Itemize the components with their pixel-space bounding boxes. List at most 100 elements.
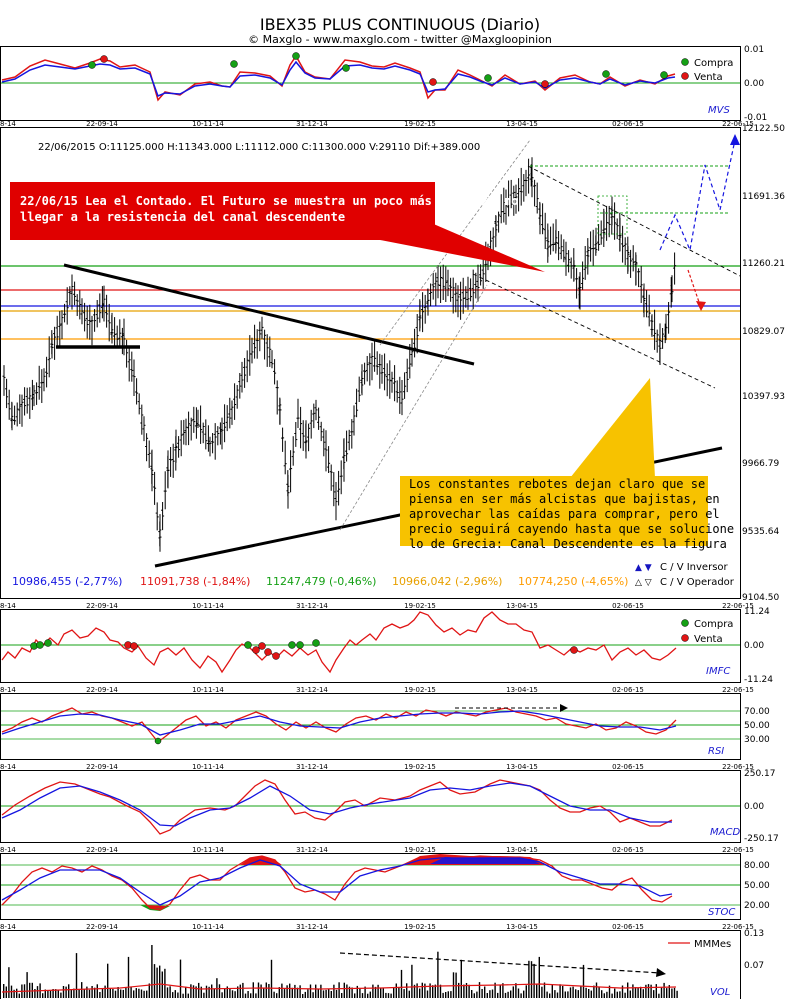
date-tick-label: 22-06-15	[722, 120, 754, 128]
stoc-panel	[0, 853, 741, 920]
volume-bar	[122, 989, 124, 998]
date-tick-label: 19-02-15	[404, 120, 436, 128]
imfc-content: Compra Venta IMFC 11.24 0.00 -11.24	[1, 607, 773, 685]
volume-bar	[437, 951, 439, 998]
volume-bar	[260, 984, 262, 998]
volume-bar	[338, 982, 340, 998]
volume-bar	[494, 982, 496, 998]
volume-bar	[36, 986, 39, 998]
volume-bar	[153, 964, 156, 998]
volume-bar	[109, 988, 111, 998]
imfc-venta-dot	[272, 652, 280, 660]
volume-bar	[120, 989, 122, 998]
red-callout-line: llegar a la resistencia del canal descen…	[20, 210, 345, 224]
volume-bar	[556, 992, 559, 998]
price-panel	[0, 127, 741, 599]
volume-bar	[138, 988, 140, 998]
imfc-compra-dot	[296, 641, 304, 649]
vol-trend-line	[339, 952, 661, 974]
volume-bar	[34, 989, 36, 998]
mvs-content: Compra Venta MVS 0.01 0.00 -0.01	[1, 45, 767, 123]
volume-bar	[603, 993, 605, 998]
trendline-triangle-top	[63, 263, 475, 366]
volume-bar	[159, 965, 161, 998]
volume-bar	[169, 986, 171, 998]
volume-bar	[608, 985, 611, 998]
date-tick-label: 02-06-15	[612, 763, 644, 771]
mvs-compra-dot	[88, 61, 96, 69]
volume-bar	[143, 990, 145, 998]
volume-bar	[224, 988, 226, 998]
volume-bar	[538, 956, 540, 998]
mvs-venta-dot	[681, 72, 689, 80]
volume-bar	[18, 993, 20, 998]
volume-bar	[65, 986, 67, 998]
date-tick-label: 13-04-15	[506, 763, 538, 771]
volume-bar	[642, 989, 644, 998]
volume-bar	[517, 988, 520, 998]
volume-bar	[44, 989, 46, 998]
volume-bar	[151, 945, 153, 998]
volume-bar	[195, 986, 197, 998]
red-callout-box	[10, 182, 435, 240]
volume-bar	[296, 987, 299, 998]
volume-bar	[231, 990, 234, 998]
yellow-callout-line: lo de Grecia: Canal Descendente es la fi…	[409, 537, 727, 551]
mvs-line-red	[1, 54, 676, 102]
volume-bar	[172, 992, 174, 998]
volume-bar	[476, 991, 478, 998]
imfc-venta-dot	[252, 646, 260, 654]
volume-bar	[473, 993, 475, 998]
panel-frames	[0, 46, 741, 999]
date-tick-label: 22-09-14	[86, 923, 118, 931]
volume-bar	[60, 992, 62, 998]
date-tick-label: 19-02-15	[404, 686, 436, 694]
volume-bar	[434, 984, 436, 998]
volume-bar	[200, 986, 202, 998]
vol-content: MMMes VOL 0.13 0.07	[1, 929, 764, 998]
mvs-venta-dot	[100, 55, 108, 63]
rsi-indicator-name: RSI	[708, 746, 724, 757]
volume-bar	[265, 982, 267, 998]
volume-bar	[653, 990, 655, 998]
volume-bar	[606, 991, 608, 998]
volume-bar	[276, 993, 278, 998]
imfc-compra-dot	[244, 641, 252, 649]
date-tick-label: 22-09-14	[86, 602, 118, 610]
volume-bar	[468, 984, 470, 998]
rsi-ytick: 30.00	[744, 735, 770, 745]
volume-bar	[645, 984, 647, 998]
price-y-tick: 9535.64	[742, 527, 779, 537]
projection-path	[659, 139, 736, 253]
mvs-panel	[0, 46, 741, 121]
volume-bar	[400, 969, 403, 998]
date-tick-label: 8-14	[0, 763, 16, 771]
volume-bar	[335, 989, 338, 998]
price-y-tick: 10397.93	[742, 392, 785, 402]
date-tick-label: 19-02-15	[404, 923, 436, 931]
volume-bar	[86, 986, 88, 998]
volume-bar	[489, 990, 491, 998]
imfc-legend-venta-dot	[681, 634, 689, 642]
volume-bar	[8, 967, 10, 998]
volume-bar	[536, 983, 538, 998]
vol-ytick: 0.07	[744, 961, 764, 971]
volume-bar	[486, 993, 488, 998]
yellow-callout-pointer	[570, 378, 655, 478]
volume-bar	[304, 991, 306, 998]
macd-ytick: -250.17	[744, 834, 779, 844]
volume-bar	[83, 989, 85, 998]
imfc-ytick: 0.00	[744, 641, 764, 651]
volume-bar	[411, 964, 413, 998]
imfc-indicator-name: IMFC	[706, 666, 730, 677]
volume-bar	[569, 987, 572, 998]
volume-bar	[226, 986, 228, 998]
volume-bar	[73, 988, 75, 998]
macd-indicator-name: MACD	[710, 827, 740, 838]
date-tick-label: 8-14	[0, 686, 16, 694]
volume-bar	[91, 986, 93, 998]
volume-bar	[182, 993, 184, 998]
level-label: 10774,250 (-4,65%)	[518, 575, 628, 588]
volume-bar	[660, 987, 663, 998]
red-projection-path	[687, 269, 701, 306]
